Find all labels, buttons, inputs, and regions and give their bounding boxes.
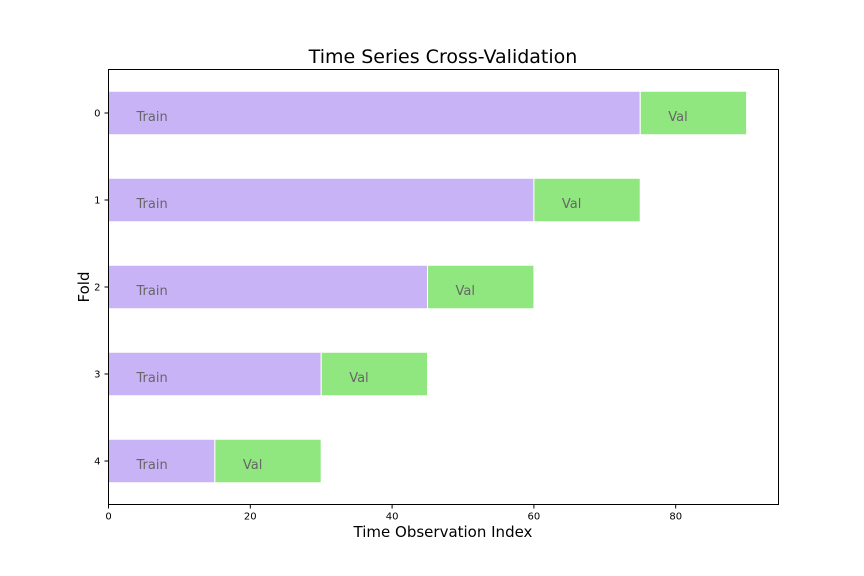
bar-label-val-fold-1: Val xyxy=(562,197,581,212)
bar-label-train-fold-4: Train xyxy=(136,458,168,473)
x-tick-label: 60 xyxy=(528,512,541,523)
x-tick-label: 20 xyxy=(244,512,257,523)
bar-label-val-fold-0: Val xyxy=(668,110,687,125)
bar-label-train-fold-2: Train xyxy=(136,284,168,299)
bar-train-fold-3 xyxy=(108,351,322,397)
bar-label-train-fold-1: Train xyxy=(136,197,168,212)
chart-title: Time Series Cross-Validation xyxy=(308,46,578,68)
y-tick-label: 1 xyxy=(94,196,100,207)
x-axis-ticks: 0 20 40 60 80 xyxy=(105,504,682,523)
y-axis-ticks: 0 1 2 3 4 xyxy=(94,109,109,468)
x-tick-label: 40 xyxy=(386,512,399,523)
y-tick-label: 2 xyxy=(94,283,100,294)
bar-train-fold-2 xyxy=(108,264,429,310)
bar-val-fold-4 xyxy=(214,438,322,484)
bar-val-fold-2 xyxy=(427,264,535,310)
y-axis-label: Fold xyxy=(75,272,93,303)
bar-label-val-fold-2: Val xyxy=(456,284,475,299)
y-tick-label: 4 xyxy=(94,457,100,468)
bar-val-fold-0 xyxy=(639,90,748,136)
bar-train-fold-0 xyxy=(108,90,641,136)
x-axis-label: Time Observation Index xyxy=(353,523,533,541)
bar-val-fold-3 xyxy=(320,351,429,397)
bar-train-fold-1 xyxy=(108,177,535,223)
bar-label-val-fold-3: Val xyxy=(349,371,368,386)
bar-label-train-fold-0: Train xyxy=(136,110,168,125)
y-tick-label: 0 xyxy=(94,109,100,120)
bar-val-fold-1 xyxy=(533,177,641,223)
y-tick-label: 3 xyxy=(94,370,100,381)
x-tick-label: 0 xyxy=(105,512,111,523)
bar-label-val-fold-4: Val xyxy=(243,458,262,473)
bar-label-train-fold-3: Train xyxy=(136,371,168,386)
bar-train-fold-4 xyxy=(108,438,216,484)
bars-layer: Train Train Train Train Train Val Val Val Val Val xyxy=(108,90,748,484)
x-tick-label: 80 xyxy=(669,512,682,523)
